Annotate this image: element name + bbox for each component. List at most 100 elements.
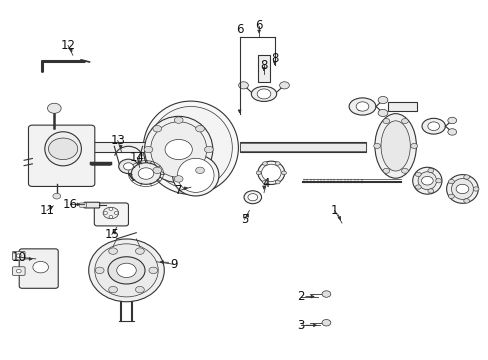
Circle shape bbox=[108, 287, 117, 293]
Circle shape bbox=[373, 143, 380, 148]
Text: 16: 16 bbox=[62, 198, 77, 211]
Circle shape bbox=[262, 180, 267, 184]
Text: 7: 7 bbox=[175, 184, 182, 197]
Circle shape bbox=[414, 172, 420, 176]
Circle shape bbox=[256, 171, 261, 175]
Circle shape bbox=[204, 146, 213, 153]
Circle shape bbox=[447, 194, 453, 198]
Text: 13: 13 bbox=[110, 134, 125, 147]
Circle shape bbox=[414, 185, 420, 189]
Circle shape bbox=[427, 168, 433, 173]
Ellipse shape bbox=[257, 161, 284, 184]
Circle shape bbox=[135, 287, 144, 293]
Text: 8: 8 bbox=[260, 59, 267, 72]
Circle shape bbox=[108, 248, 117, 255]
Circle shape bbox=[123, 163, 133, 170]
Text: 15: 15 bbox=[104, 228, 119, 241]
Ellipse shape bbox=[380, 121, 409, 171]
Circle shape bbox=[149, 267, 158, 274]
Ellipse shape bbox=[412, 167, 441, 194]
FancyBboxPatch shape bbox=[28, 125, 95, 186]
FancyBboxPatch shape bbox=[239, 143, 366, 150]
Text: 9: 9 bbox=[170, 258, 177, 271]
Ellipse shape bbox=[348, 98, 375, 115]
FancyBboxPatch shape bbox=[80, 203, 86, 207]
Circle shape bbox=[257, 89, 270, 99]
Circle shape bbox=[382, 118, 389, 123]
Circle shape bbox=[377, 96, 387, 104]
Circle shape bbox=[279, 82, 289, 89]
Circle shape bbox=[401, 118, 407, 123]
FancyBboxPatch shape bbox=[387, 102, 416, 111]
Circle shape bbox=[247, 194, 257, 201]
FancyBboxPatch shape bbox=[94, 203, 128, 226]
Circle shape bbox=[114, 212, 118, 215]
Circle shape bbox=[401, 168, 407, 173]
Circle shape bbox=[421, 176, 432, 185]
Circle shape bbox=[455, 184, 468, 194]
Circle shape bbox=[463, 199, 468, 203]
Circle shape bbox=[447, 129, 456, 135]
Circle shape bbox=[463, 175, 468, 179]
Ellipse shape bbox=[374, 114, 415, 178]
Circle shape bbox=[355, 102, 368, 111]
Ellipse shape bbox=[143, 101, 238, 194]
Text: 10: 10 bbox=[12, 251, 27, 264]
Circle shape bbox=[48, 138, 78, 159]
Circle shape bbox=[144, 146, 153, 153]
Circle shape bbox=[16, 269, 21, 273]
Circle shape bbox=[135, 248, 144, 255]
Circle shape bbox=[153, 126, 162, 132]
Circle shape bbox=[472, 187, 478, 191]
FancyBboxPatch shape bbox=[83, 141, 159, 152]
Ellipse shape bbox=[45, 132, 81, 166]
Circle shape bbox=[16, 254, 21, 257]
Circle shape bbox=[109, 208, 113, 211]
Text: 4: 4 bbox=[262, 177, 270, 190]
Ellipse shape bbox=[149, 107, 232, 189]
FancyBboxPatch shape bbox=[258, 55, 269, 82]
Ellipse shape bbox=[172, 155, 219, 196]
Circle shape bbox=[103, 212, 107, 215]
Ellipse shape bbox=[251, 86, 276, 102]
Ellipse shape bbox=[95, 244, 158, 297]
Circle shape bbox=[47, 103, 61, 113]
Circle shape bbox=[377, 109, 387, 117]
Circle shape bbox=[95, 267, 104, 274]
Circle shape bbox=[117, 263, 136, 278]
Text: 8: 8 bbox=[270, 52, 278, 65]
FancyBboxPatch shape bbox=[239, 141, 366, 152]
Text: 1: 1 bbox=[330, 204, 338, 217]
Circle shape bbox=[435, 179, 441, 183]
Circle shape bbox=[427, 189, 433, 193]
Ellipse shape bbox=[421, 118, 445, 134]
FancyBboxPatch shape bbox=[12, 267, 25, 275]
Circle shape bbox=[33, 261, 48, 273]
Circle shape bbox=[109, 216, 113, 219]
Circle shape bbox=[322, 291, 330, 297]
Text: 6: 6 bbox=[235, 23, 243, 36]
Text: 3: 3 bbox=[296, 319, 304, 332]
Circle shape bbox=[174, 176, 183, 182]
Text: 5: 5 bbox=[240, 213, 248, 226]
Text: 14: 14 bbox=[129, 151, 144, 164]
Ellipse shape bbox=[417, 172, 436, 190]
Text: 11: 11 bbox=[40, 204, 54, 217]
Circle shape bbox=[275, 180, 280, 184]
Text: 6: 6 bbox=[255, 19, 263, 32]
FancyBboxPatch shape bbox=[12, 251, 25, 260]
Circle shape bbox=[427, 122, 439, 131]
Circle shape bbox=[138, 168, 154, 179]
Text: 2: 2 bbox=[296, 290, 304, 303]
Ellipse shape bbox=[88, 239, 164, 302]
Circle shape bbox=[244, 191, 261, 204]
Circle shape bbox=[195, 167, 204, 174]
Circle shape bbox=[447, 117, 456, 124]
Text: 12: 12 bbox=[61, 39, 75, 52]
FancyBboxPatch shape bbox=[19, 249, 58, 288]
Circle shape bbox=[153, 167, 162, 174]
Ellipse shape bbox=[144, 116, 212, 183]
Circle shape bbox=[108, 257, 145, 284]
Circle shape bbox=[53, 193, 61, 199]
Circle shape bbox=[174, 117, 183, 123]
